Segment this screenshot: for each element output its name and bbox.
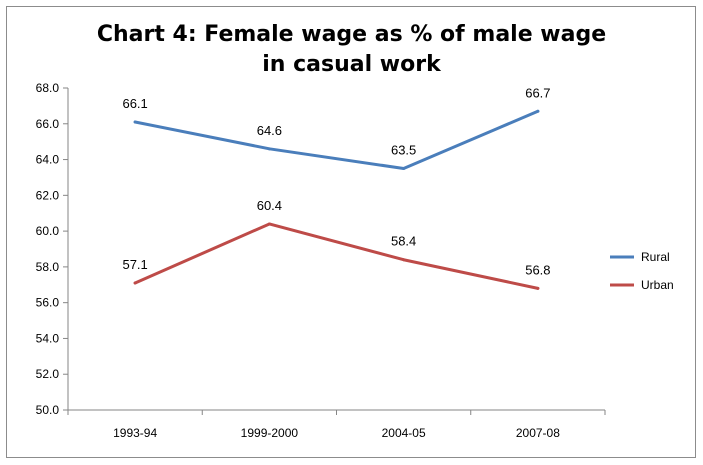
chart-title: Chart 4: Female wage as % of male wage i… (0, 20, 703, 80)
legend-label-rural: Rural (641, 250, 670, 264)
x-tick-label: 1999-2000 (241, 426, 299, 440)
legend: Rural Urban (610, 250, 674, 292)
data-point-rural (402, 167, 406, 170)
data-label-rural: 64.6 (257, 123, 282, 138)
legend-label-urban: Urban (641, 278, 674, 292)
data-point-rural (267, 147, 271, 151)
data-point-rural (536, 109, 540, 113)
data-label-rural: 66.7 (525, 85, 550, 100)
y-tick-label: 58.0 (36, 260, 60, 274)
data-label-urban: 58.4 (391, 234, 416, 249)
x-tick-label: 2007-08 (516, 426, 560, 440)
y-tick-label: 60.0 (36, 224, 60, 238)
series-line-rural (133, 109, 540, 170)
data-label-rural: 66.1 (122, 96, 147, 111)
y-tick-label: 50.0 (36, 403, 60, 417)
x-tick-label: 2004-05 (382, 426, 426, 440)
data-point-urban (267, 222, 271, 226)
y-tick-label: 66.0 (36, 117, 60, 131)
chart-title-line-2: in casual work (262, 52, 441, 77)
series-line-urban (133, 222, 540, 290)
chart-title-line-1: Chart 4: Female wage as % of male wage (96, 22, 607, 47)
data-label-urban: 56.8 (525, 262, 550, 277)
y-tick-label: 56.0 (36, 296, 60, 310)
y-tick-label: 64.0 (36, 153, 60, 167)
y-tick-label: 54.0 (36, 331, 60, 345)
data-point-urban (536, 286, 540, 290)
y-tick-label: 62.0 (36, 188, 60, 202)
axes: 50.0 52.0 54.0 56.0 58.0 60.0 62.0 64.0 66.0 68.0… (36, 81, 606, 440)
data-label-urban: 57.1 (122, 257, 147, 272)
data-label-rural: 63.5 (391, 143, 416, 158)
data-point-urban (133, 281, 137, 285)
x-tick-label: 1993-94 (113, 426, 157, 440)
data-point-rural (133, 120, 137, 124)
y-tick-label: 52.0 (36, 367, 60, 381)
y-tick-label: 68.0 (36, 81, 60, 95)
data-point-urban (402, 258, 406, 262)
series-layer: 66.1 64.6 63.5 66.7 57.1 60.4 58.4 56.8 (122, 85, 551, 290)
chart-frame (6, 6, 696, 458)
data-label-urban: 60.4 (257, 198, 282, 213)
